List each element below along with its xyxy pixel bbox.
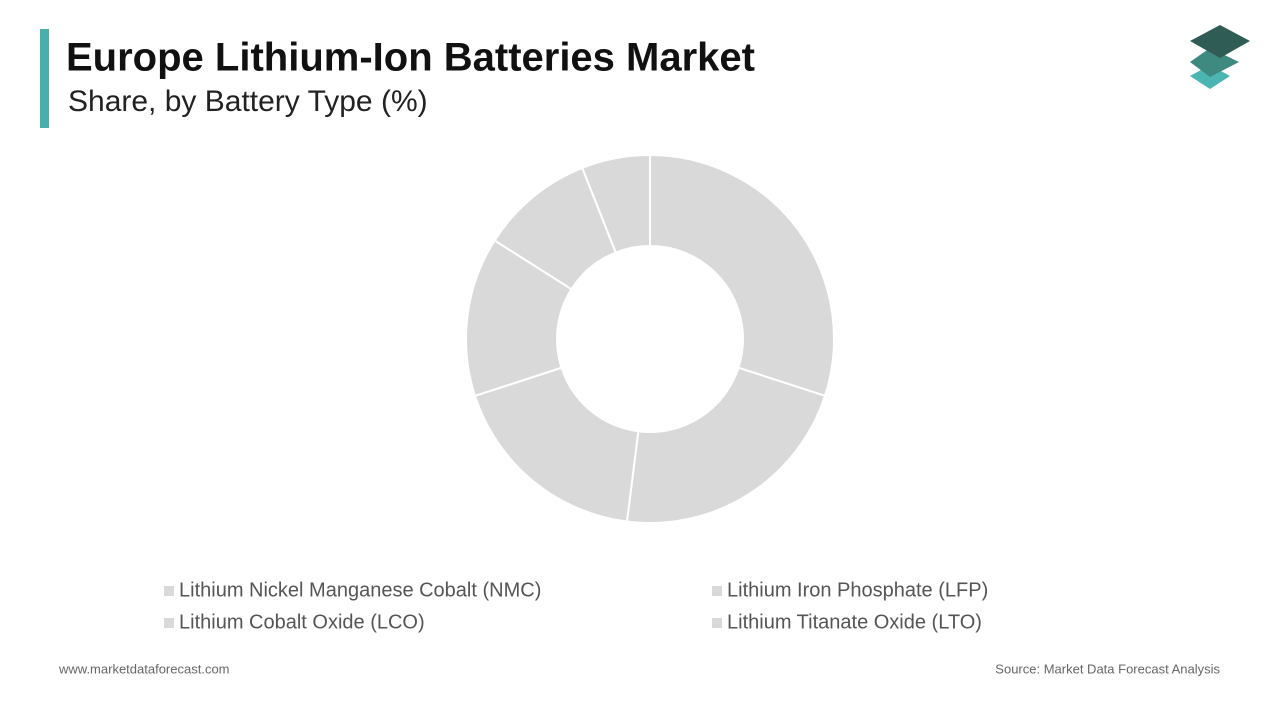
legend-swatch (712, 618, 722, 628)
legend-label: Lithium Cobalt Oxide (LCO) (179, 611, 425, 633)
website: www.marketdataforecast.com (58, 661, 230, 676)
donut-slice (473, 366, 640, 523)
chart-subtitle: Share, by Battery Type (%) (68, 85, 428, 118)
legend-swatch (164, 586, 174, 596)
logo (1190, 25, 1250, 89)
legend-label: Lithium Iron Phosphate (LFP) (727, 579, 988, 601)
donut-slice (580, 153, 651, 254)
title-accent (40, 29, 49, 128)
legend-label: Lithium Nickel Manganese Cobalt (NMC) (179, 579, 541, 601)
legend-swatch (712, 586, 722, 596)
donut-slice (649, 153, 835, 398)
chart-title: Europe Lithium-Ion Batteries Market (66, 36, 755, 80)
source: Source: Market Data Forecast Analysis (995, 661, 1220, 676)
donut-slice (625, 366, 827, 524)
legend-label: Lithium Titanate Oxide (LTO) (727, 611, 982, 633)
legend-swatch (164, 618, 174, 628)
